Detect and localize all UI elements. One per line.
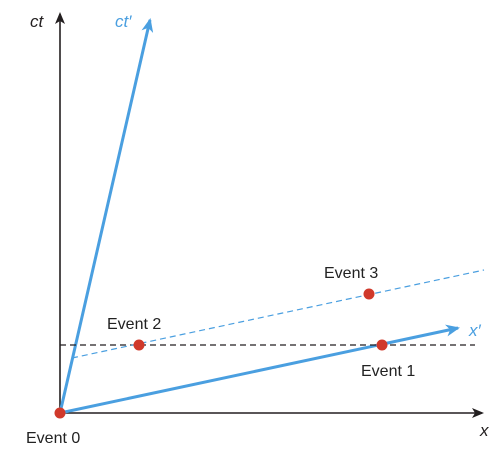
ct-prime-axis [58,18,154,414]
event-2-label: Event 2 [107,316,161,333]
x-prime-axis-label: x′ [468,321,482,340]
event-1-point [376,339,388,351]
ct-prime-axis-label: ct′ [115,12,132,31]
event-0-point [54,407,66,419]
event-3-point [363,288,375,300]
x-axis-label: x [479,421,489,440]
ct-axis-label: ct [30,12,45,31]
x-prime-axis [59,324,460,415]
event-1-label: Event 1 [361,363,415,380]
event-2-point [133,339,145,351]
event-0-label: Event 0 [26,430,80,447]
event-3-label: Event 3 [324,265,378,282]
